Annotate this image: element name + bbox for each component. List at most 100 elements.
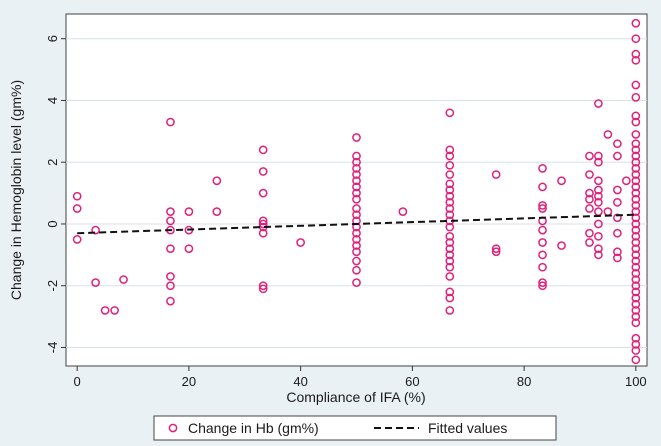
data-point xyxy=(166,281,175,291)
data-point xyxy=(352,133,361,142)
x-tick-label: 40 xyxy=(293,374,307,389)
y-axis-title: Change in Hemoglobin level (gm%) xyxy=(8,80,24,300)
legend-marker-change-in-hb xyxy=(168,423,178,433)
data-point xyxy=(631,355,641,365)
fitted-line-group xyxy=(77,213,636,235)
y-tick-label: 4 xyxy=(45,97,60,104)
data-point xyxy=(352,188,361,198)
y-tick-label: -4 xyxy=(45,342,60,354)
data-point xyxy=(445,287,455,297)
data-point xyxy=(258,281,268,291)
data-point xyxy=(445,160,455,170)
data-point xyxy=(258,145,268,155)
y-tick-label: 6 xyxy=(45,35,60,42)
data-point xyxy=(72,204,82,213)
data-point xyxy=(445,145,455,155)
data-point xyxy=(631,244,641,254)
data-point xyxy=(631,176,641,186)
data-point xyxy=(585,204,594,213)
data-point xyxy=(166,117,175,127)
data-point xyxy=(166,216,175,226)
data-point xyxy=(212,207,222,216)
data-point xyxy=(352,210,361,220)
data-point xyxy=(631,34,641,44)
data-point xyxy=(557,176,566,186)
data-point xyxy=(538,281,547,291)
data-point xyxy=(538,238,547,247)
legend-box xyxy=(153,415,557,441)
data-point xyxy=(445,198,455,207)
data-point xyxy=(166,272,175,281)
data-point xyxy=(631,231,641,241)
data-point xyxy=(538,278,547,287)
data-point xyxy=(594,99,603,108)
data-point xyxy=(613,139,622,149)
data-point xyxy=(594,198,603,207)
data-point xyxy=(445,191,455,201)
data-point xyxy=(258,228,268,238)
data-point xyxy=(352,241,361,250)
data-point xyxy=(631,281,641,291)
data-point xyxy=(631,213,641,223)
data-point xyxy=(631,80,641,90)
data-point xyxy=(72,235,82,244)
data-point xyxy=(594,176,603,186)
data-point xyxy=(585,228,594,238)
data-point xyxy=(613,247,622,257)
data-point xyxy=(538,262,547,272)
data-point xyxy=(585,188,594,198)
data-point xyxy=(631,93,641,102)
data-point xyxy=(631,256,641,266)
data-point xyxy=(631,111,641,121)
data-point xyxy=(621,176,631,186)
data-point xyxy=(631,117,641,127)
data-point xyxy=(613,151,622,161)
data-point xyxy=(631,170,641,179)
data-point xyxy=(594,191,603,201)
data-point xyxy=(631,275,641,284)
data-point xyxy=(352,228,361,238)
data-point xyxy=(631,151,641,161)
x-tick-label: 20 xyxy=(182,374,196,389)
legend-label-change-in-hb: Change in Hb (gm%) xyxy=(188,420,319,436)
data-point xyxy=(166,296,175,306)
data-point xyxy=(184,207,194,216)
data-point xyxy=(538,164,547,173)
y-tick-label: 0 xyxy=(45,220,60,227)
data-point xyxy=(91,278,100,287)
data-point xyxy=(585,238,594,247)
data-point xyxy=(631,318,641,328)
data-point xyxy=(631,333,641,343)
data-point xyxy=(631,194,641,204)
data-point xyxy=(631,157,641,167)
data-point xyxy=(585,194,594,204)
data-point xyxy=(110,306,119,315)
data-point xyxy=(445,244,455,254)
data-point xyxy=(119,275,128,284)
data-point xyxy=(631,139,641,149)
data-point xyxy=(603,130,613,139)
legend: Change in Hb (gm%) Fitted values xyxy=(153,415,557,441)
data-point xyxy=(352,157,361,167)
data-point xyxy=(631,299,641,309)
data-point xyxy=(352,170,361,179)
data-point xyxy=(538,250,547,260)
data-point xyxy=(557,241,566,250)
data-point xyxy=(352,247,361,257)
data-point xyxy=(594,250,603,260)
data-point xyxy=(631,201,641,210)
data-point xyxy=(538,225,547,235)
data-point xyxy=(258,216,268,226)
data-point xyxy=(296,238,305,247)
data-point xyxy=(91,225,100,235)
data-point xyxy=(398,207,408,216)
data-point xyxy=(352,235,361,244)
data-point xyxy=(594,219,603,229)
data-point xyxy=(631,312,641,321)
data-point xyxy=(631,49,641,59)
data-point xyxy=(445,238,455,247)
data-point xyxy=(491,247,501,257)
data-point xyxy=(352,151,361,161)
data-point xyxy=(352,164,361,173)
